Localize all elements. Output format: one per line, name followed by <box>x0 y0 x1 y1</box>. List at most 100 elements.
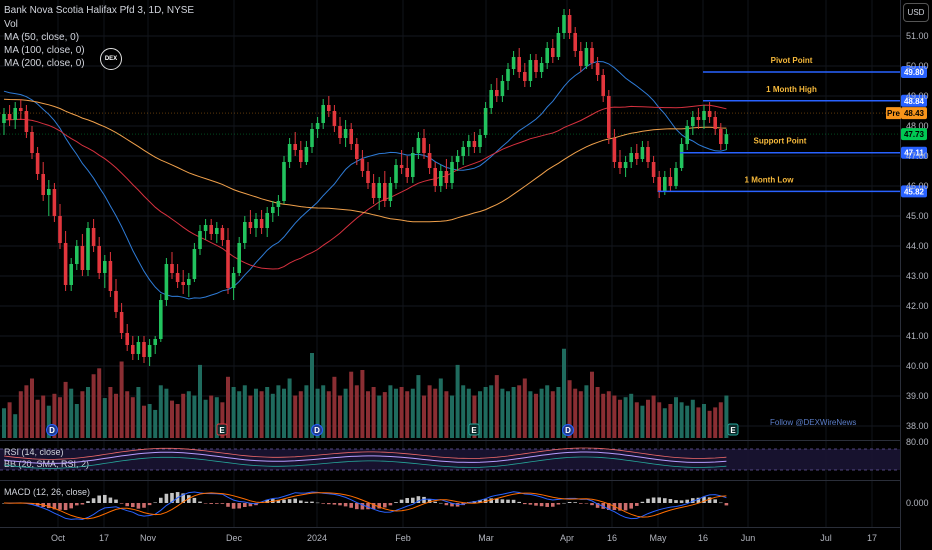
ma200-label: MA (200, close, 0) <box>4 58 85 69</box>
volume-bar <box>332 376 337 438</box>
candle <box>640 141 645 162</box>
candle <box>332 105 337 132</box>
candle <box>679 138 684 171</box>
svg-text:D: D <box>565 426 571 435</box>
volume-bar <box>192 395 197 438</box>
moving-averages <box>3 60 727 300</box>
candle <box>304 141 309 165</box>
volume-bar <box>472 395 477 438</box>
level-label: Support Point <box>754 137 807 146</box>
macd-histogram-bar <box>517 501 521 503</box>
candle <box>483 102 488 138</box>
svg-text:D: D <box>49 426 55 435</box>
x-tick-label: May <box>649 533 667 543</box>
macd-histogram-bar <box>573 502 577 503</box>
volume-bar <box>326 391 331 438</box>
candle <box>427 144 432 174</box>
volume-bar <box>416 375 421 438</box>
volume-bar <box>254 388 258 438</box>
candle <box>136 336 141 360</box>
volume-bar <box>108 387 113 438</box>
candle <box>91 219 96 252</box>
candle <box>86 222 90 276</box>
tag-price: 48.43 <box>904 109 925 118</box>
dividend-marker[interactable]: D <box>311 424 323 436</box>
volume-bar <box>618 399 622 438</box>
candle <box>489 84 493 114</box>
macd-histogram-bar <box>147 503 152 506</box>
candle <box>691 111 695 135</box>
candle <box>103 255 107 288</box>
macd-pane: MACD (12, 26, close) 0.000 <box>0 480 929 521</box>
x-tick-label: 16 <box>698 533 708 543</box>
candle <box>523 63 527 87</box>
y-axis: 51.00 50.00 49.00 48.00 47.00 46.00 45.00 44.00… <box>900 0 929 550</box>
macd-histogram-bar <box>528 503 533 505</box>
volume-bar <box>584 385 589 438</box>
rsi-axis-80: 80.00 <box>906 437 929 447</box>
candle <box>231 267 236 300</box>
candle <box>629 147 633 168</box>
volume-bar <box>287 378 292 438</box>
volume-bar <box>450 395 454 438</box>
volume-bar <box>371 387 376 438</box>
volume-bar <box>382 392 387 438</box>
volume-bar <box>478 391 482 438</box>
rsi-label: RSI (14, close) <box>4 447 64 457</box>
macd-histogram-bar <box>119 503 124 504</box>
ma50-label: MA (50, close, 0) <box>4 32 80 43</box>
dividend-marker[interactable]: D <box>562 424 574 436</box>
macd-histogram-bar <box>685 499 689 503</box>
candle <box>287 138 292 168</box>
level-price-tag: 49.80 <box>904 68 925 77</box>
volume-bar <box>657 402 662 438</box>
macd-histogram-bar <box>511 499 516 503</box>
level-label: Pivot Point <box>771 56 813 65</box>
volume-bar <box>237 391 242 438</box>
candle <box>651 156 656 183</box>
y-tick-label: 47.00 <box>906 151 929 161</box>
candle <box>719 123 723 150</box>
macd-histogram-bar <box>103 494 107 503</box>
candle <box>41 162 45 201</box>
volume-bar <box>562 348 566 438</box>
candle <box>455 150 460 171</box>
ma50-line <box>3 60 727 300</box>
earnings-marker[interactable]: E <box>216 423 228 436</box>
volume-bar <box>483 387 488 438</box>
earnings-marker[interactable]: E <box>468 423 480 436</box>
volume-bar <box>136 387 141 438</box>
candle <box>584 42 589 69</box>
y-tick-label: 40.00 <box>906 361 929 371</box>
candle <box>478 129 482 153</box>
candle <box>388 177 393 207</box>
volume-bar <box>634 402 639 438</box>
candle <box>271 201 275 222</box>
volume-bar <box>35 399 40 438</box>
macd-histogram-bar <box>618 503 622 511</box>
candle <box>114 279 118 318</box>
earnings-marker[interactable]: E <box>727 423 739 436</box>
macd-histogram-bar <box>125 503 129 507</box>
volume-bar <box>500 388 505 438</box>
macd-histogram-bar <box>444 503 449 506</box>
candle <box>422 129 426 159</box>
macd-histogram-bar <box>63 503 68 511</box>
macd-histogram-bar <box>86 501 90 503</box>
y-tick-label: 50.00 <box>906 61 929 71</box>
dex-logo: DEX <box>100 48 122 70</box>
dividend-marker[interactable]: D <box>46 424 58 436</box>
candles <box>2 9 729 366</box>
candle <box>506 63 510 90</box>
volume-bar <box>231 387 236 438</box>
volume-bar <box>707 410 712 438</box>
candle <box>343 120 348 147</box>
candle <box>125 324 129 351</box>
x-tick-label: Mar <box>478 533 494 543</box>
svg-text:E: E <box>730 426 736 435</box>
currency-button[interactable]: USD <box>903 3 929 22</box>
volume-bar <box>338 395 342 438</box>
volume-bar <box>198 364 202 438</box>
macd-histogram-bar <box>646 498 650 503</box>
